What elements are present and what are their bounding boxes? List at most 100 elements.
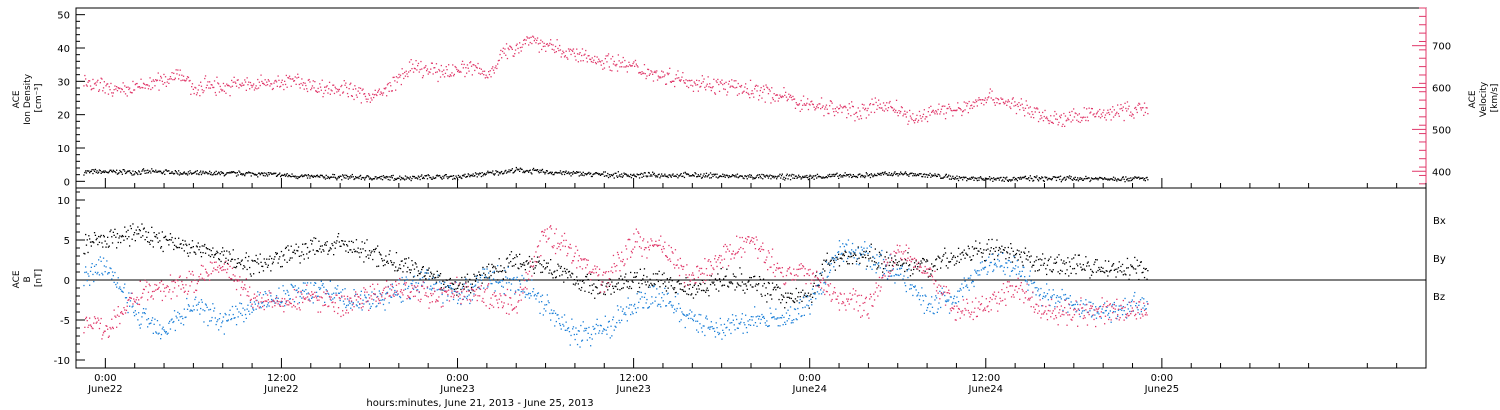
- density-point: [886, 174, 889, 176]
- bx-point: [1049, 269, 1051, 271]
- density-point: [476, 176, 478, 178]
- density-point: [355, 176, 357, 178]
- density-point: [705, 175, 707, 177]
- bx-point: [914, 265, 916, 267]
- bx-point: [1114, 268, 1116, 271]
- bx-point: [714, 278, 717, 280]
- bx-point: [563, 267, 566, 270]
- velocity-point: [269, 85, 271, 87]
- bx-point: [632, 281, 634, 283]
- bx-point: [820, 272, 822, 274]
- bx-point: [965, 252, 967, 254]
- by-point: [864, 251, 867, 253]
- bx-point: [98, 241, 101, 243]
- velocity-point: [315, 90, 317, 92]
- density-point: [183, 171, 185, 173]
- density-point: [111, 170, 113, 173]
- velocity-point: [616, 63, 618, 66]
- bx-point: [551, 273, 553, 276]
- bx-point: [951, 258, 953, 260]
- bx-point: [566, 268, 568, 271]
- by-point: [372, 303, 374, 305]
- velocity-point: [917, 121, 919, 123]
- density-point: [985, 177, 987, 180]
- velocity-point: [455, 66, 457, 69]
- bx-point: [105, 246, 107, 248]
- bx-point: [785, 301, 788, 304]
- density-point: [319, 176, 321, 178]
- by-point: [192, 305, 194, 307]
- density-point: [1124, 181, 1126, 183]
- bx-point: [760, 293, 762, 295]
- bx-point: [605, 285, 607, 287]
- velocity-point: [583, 54, 585, 56]
- by-point: [746, 331, 748, 334]
- density-point: [523, 171, 526, 174]
- bx-point: [457, 285, 460, 287]
- velocity-point: [380, 91, 382, 93]
- bx-point: [1140, 261, 1142, 263]
- by-point: [665, 305, 667, 307]
- velocity-point: [931, 111, 933, 113]
- bx-point: [417, 270, 420, 272]
- velocity-point: [197, 89, 199, 91]
- velocity-point: [949, 108, 952, 110]
- density-point: [970, 178, 972, 180]
- velocity-point: [891, 106, 893, 109]
- density-point: [745, 175, 747, 177]
- density-point: [904, 171, 907, 173]
- density-point: [518, 168, 520, 170]
- bx-point: [864, 257, 867, 259]
- by-point: [542, 314, 544, 316]
- velocity-point: [696, 84, 699, 86]
- by-point: [113, 281, 115, 283]
- velocity-point: [861, 103, 863, 105]
- velocity-point: [826, 108, 828, 110]
- velocity-point: [820, 97, 823, 99]
- bx-point: [947, 267, 949, 269]
- density-point: [904, 172, 906, 174]
- velocity-point: [1067, 117, 1069, 119]
- bx-point: [1110, 269, 1112, 271]
- bx-point: [767, 281, 770, 284]
- bx-point: [726, 268, 728, 270]
- density-point: [757, 174, 759, 176]
- bx-point: [245, 252, 247, 254]
- by-point: [306, 282, 309, 284]
- density-point: [249, 172, 251, 174]
- by-point: [484, 276, 486, 278]
- density-point: [322, 176, 324, 178]
- velocity-point: [481, 72, 483, 75]
- by-point: [212, 303, 214, 305]
- density-point: [586, 173, 588, 175]
- velocity-point: [1079, 121, 1081, 123]
- velocity-point: [523, 39, 525, 41]
- velocity-point: [396, 81, 398, 83]
- bx-point: [791, 293, 793, 295]
- by-point: [440, 282, 442, 285]
- density-point: [133, 173, 136, 175]
- density-point: [1110, 178, 1112, 180]
- density-point: [592, 173, 594, 176]
- velocity-point: [510, 47, 513, 49]
- bx-point: [187, 255, 190, 257]
- bx-point: [417, 274, 419, 277]
- velocity-point: [217, 82, 219, 84]
- density-point: [913, 173, 915, 175]
- bx-point: [1093, 263, 1095, 266]
- velocity-point: [335, 88, 337, 90]
- density-point: [123, 169, 125, 171]
- density-point: [525, 170, 527, 172]
- density-point: [801, 177, 803, 179]
- density-point: [302, 175, 305, 177]
- bx-point: [614, 285, 616, 287]
- by-point: [463, 283, 465, 285]
- bx-point: [669, 277, 672, 279]
- density-point: [296, 175, 298, 178]
- by-point: [529, 292, 531, 295]
- bx-point: [697, 285, 699, 287]
- bx-point: [1034, 270, 1036, 272]
- velocity-point: [355, 94, 358, 96]
- velocity-point: [491, 67, 493, 70]
